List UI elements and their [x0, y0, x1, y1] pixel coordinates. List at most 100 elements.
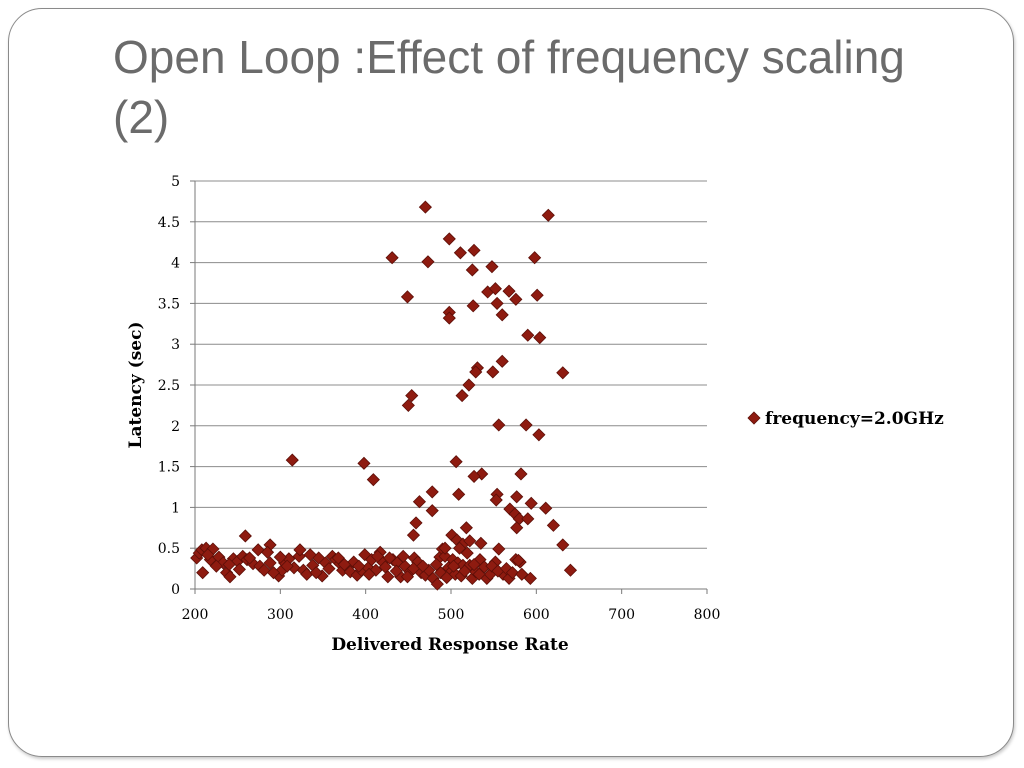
y-tick-label: 2 — [171, 419, 180, 435]
data-point — [472, 567, 486, 581]
data-point — [418, 200, 432, 214]
data-point — [438, 541, 452, 555]
data-point — [381, 570, 395, 584]
x-tick-label: 300 — [267, 607, 294, 623]
data-point — [510, 490, 524, 504]
data-point — [389, 564, 403, 578]
data-point — [409, 516, 423, 530]
data-point — [446, 559, 461, 573]
tick-labels: 0 0.5 1 1.5 2 2.5 3 3.5 4 4.5 5 200 300 400 500 600 700 8… — [158, 174, 721, 623]
data-point — [196, 566, 210, 580]
data-point — [442, 232, 456, 246]
x-tick-label: 400 — [352, 607, 379, 623]
data-point — [486, 365, 500, 379]
data-point — [563, 563, 578, 577]
data-point — [511, 553, 525, 568]
data-point — [442, 311, 456, 325]
data-point — [532, 428, 546, 442]
data-point — [453, 246, 467, 260]
data-point — [521, 512, 535, 526]
data-point — [489, 493, 503, 507]
data-point — [510, 521, 524, 535]
data-point — [528, 251, 542, 265]
data-point — [474, 536, 488, 550]
data-point — [382, 551, 397, 565]
data-point — [438, 549, 452, 563]
data-point — [425, 504, 439, 518]
y-tick-label: 3 — [171, 337, 180, 353]
data-point — [232, 562, 246, 576]
data-point — [243, 551, 257, 565]
data-point — [452, 487, 466, 501]
data-point — [467, 469, 481, 483]
data-point — [385, 251, 399, 265]
slide-frame — [8, 8, 1014, 757]
data-point — [251, 543, 265, 557]
data-point — [521, 328, 535, 342]
data-point — [467, 243, 481, 257]
data-point — [533, 331, 547, 345]
y-tick-label: 0.5 — [158, 541, 180, 557]
data-point — [303, 548, 317, 562]
data-point — [462, 378, 476, 392]
data-point — [469, 365, 483, 379]
data-point — [357, 456, 371, 470]
data-point — [524, 496, 538, 510]
y-tick-label: 1 — [171, 500, 180, 516]
axes — [190, 180, 708, 594]
data-point — [499, 562, 514, 576]
data-point — [505, 566, 520, 580]
data-point — [222, 557, 236, 572]
slide-title: Open Loop :Effect of frequency scaling (… — [113, 31, 905, 143]
data-point — [458, 564, 472, 578]
data-point — [556, 366, 570, 380]
y-tick-label: 4 — [171, 256, 180, 272]
data-point — [495, 308, 509, 322]
data-point — [466, 299, 480, 313]
data-point — [396, 549, 410, 563]
x-tick-label: 800 — [694, 607, 721, 623]
data-point — [455, 389, 469, 403]
x-tick-label: 500 — [438, 607, 465, 623]
data-point — [378, 560, 392, 574]
y-tick-label: 5 — [171, 174, 180, 190]
data-point — [463, 534, 477, 548]
legend-label: frequency=2.0GHz — [765, 409, 944, 429]
data-point — [400, 570, 415, 584]
data-point — [273, 550, 287, 564]
data-point — [485, 260, 499, 274]
data-point — [343, 565, 357, 579]
data-point — [449, 455, 463, 469]
data-point — [260, 545, 275, 559]
data-point — [352, 559, 366, 573]
data-point — [401, 398, 415, 412]
y-tick-label: 2.5 — [158, 378, 180, 394]
data-point — [416, 559, 430, 573]
y-tick-label: 4.5 — [158, 215, 180, 231]
data-point — [495, 354, 509, 368]
data-point — [515, 567, 529, 581]
data-point — [238, 529, 252, 543]
data-point — [541, 208, 555, 222]
data-point — [492, 418, 506, 432]
data-point — [412, 495, 426, 509]
data-point — [430, 577, 444, 591]
data-point — [266, 566, 281, 580]
data-point — [293, 543, 307, 557]
data-point — [405, 389, 419, 403]
y-tick-label: 1.5 — [158, 460, 180, 476]
data-point — [280, 559, 294, 573]
data-point — [362, 567, 376, 581]
data-point — [460, 546, 474, 560]
data-point — [509, 292, 523, 306]
data-point — [490, 296, 504, 310]
data-point — [371, 549, 385, 563]
data-point — [292, 549, 306, 563]
data-point — [366, 473, 380, 487]
data-point — [263, 556, 277, 570]
data-point — [459, 521, 473, 535]
x-axis-title: Delivered Response Rate — [331, 635, 569, 655]
data-point — [556, 538, 570, 552]
x-tick-label: 700 — [608, 607, 635, 623]
